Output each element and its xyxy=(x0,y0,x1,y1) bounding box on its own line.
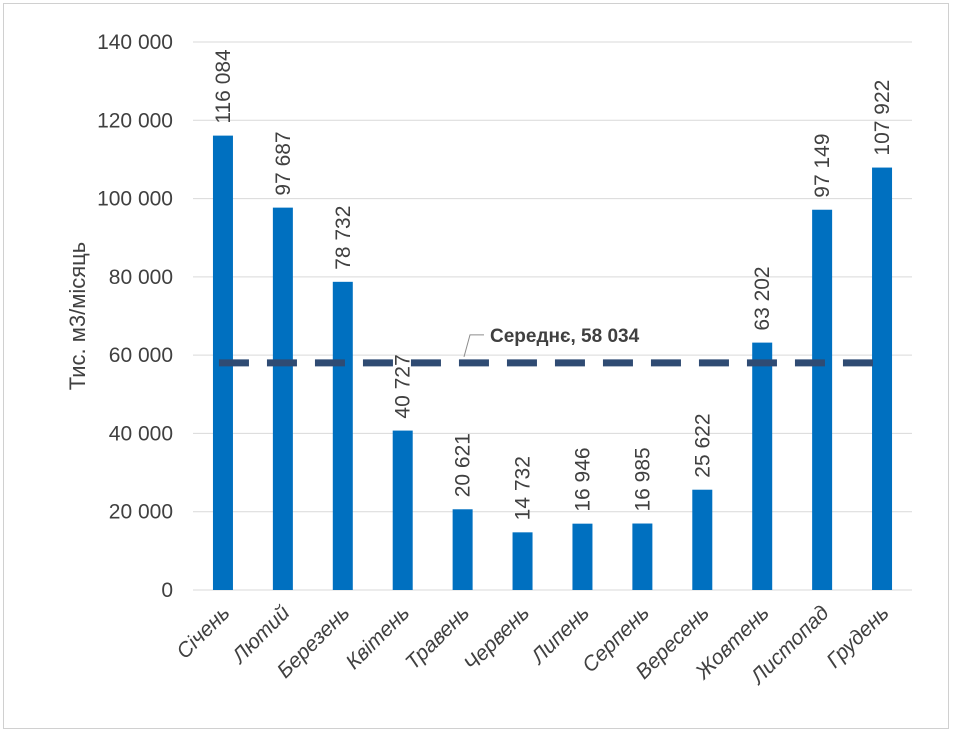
data-label: 14 732 xyxy=(512,456,535,520)
category-label: Грудень xyxy=(822,601,893,672)
data-label: 40 727 xyxy=(392,354,415,418)
y-tick-label: 40 000 xyxy=(109,422,173,445)
y-tick-label: 100 000 xyxy=(97,188,173,211)
bar xyxy=(632,523,653,590)
bar xyxy=(572,523,593,590)
category-label: Січень xyxy=(172,601,234,663)
bar-chart: 0 20 000 40 000 60 000 80 000 100 000 120 000 1… xyxy=(65,31,912,690)
bar xyxy=(452,509,473,590)
data-label: 97 687 xyxy=(272,131,295,195)
y-tick-label: 120 000 xyxy=(97,109,173,132)
y-axis-label: Тис. м3/місяць xyxy=(65,242,90,390)
data-label: 116 084 xyxy=(212,49,235,124)
y-tick-label: 60 000 xyxy=(109,344,173,367)
data-label: 63 202 xyxy=(751,266,774,330)
average-leader-line xyxy=(463,334,484,357)
data-label: 16 946 xyxy=(571,447,594,511)
x-axis-categories: СіченьЛютийБерезеньКвітеньТравеньЧервень… xyxy=(172,601,893,690)
data-label: 97 149 xyxy=(811,133,834,197)
gridlines xyxy=(193,41,912,591)
y-tick-label: 140 000 xyxy=(97,31,173,54)
data-label: 78 732 xyxy=(332,206,355,270)
bars xyxy=(212,135,893,591)
bar xyxy=(812,209,833,590)
bar xyxy=(872,167,893,591)
y-tick-label: 0 xyxy=(161,579,173,602)
bar xyxy=(692,489,713,590)
category-label: Червень xyxy=(460,601,534,675)
bar xyxy=(512,532,533,590)
category-label: Квітень xyxy=(342,601,415,674)
chart-frame: 0 20 000 40 000 60 000 80 000 100 000 120 000 1… xyxy=(3,3,949,729)
bar xyxy=(752,342,773,590)
bar xyxy=(332,281,353,590)
data-label: 16 985 xyxy=(631,447,654,511)
bar xyxy=(272,207,293,590)
data-label: 107 922 xyxy=(871,80,894,156)
average-label: Середнє, 58 034 xyxy=(490,326,640,347)
average-line-group: Середнє, 58 034 xyxy=(218,326,887,367)
y-axis-ticks: 0 20 000 40 000 60 000 80 000 100 000 120 000 1… xyxy=(97,31,173,602)
y-tick-label: 20 000 xyxy=(109,501,173,524)
data-labels: 116 084 97 687 78 732 40 727 20 621 14 732 16 … xyxy=(212,49,894,520)
data-label: 20 621 xyxy=(452,433,475,497)
y-tick-label: 80 000 xyxy=(109,266,173,289)
bar xyxy=(392,430,413,590)
data-label: 25 622 xyxy=(691,413,714,477)
